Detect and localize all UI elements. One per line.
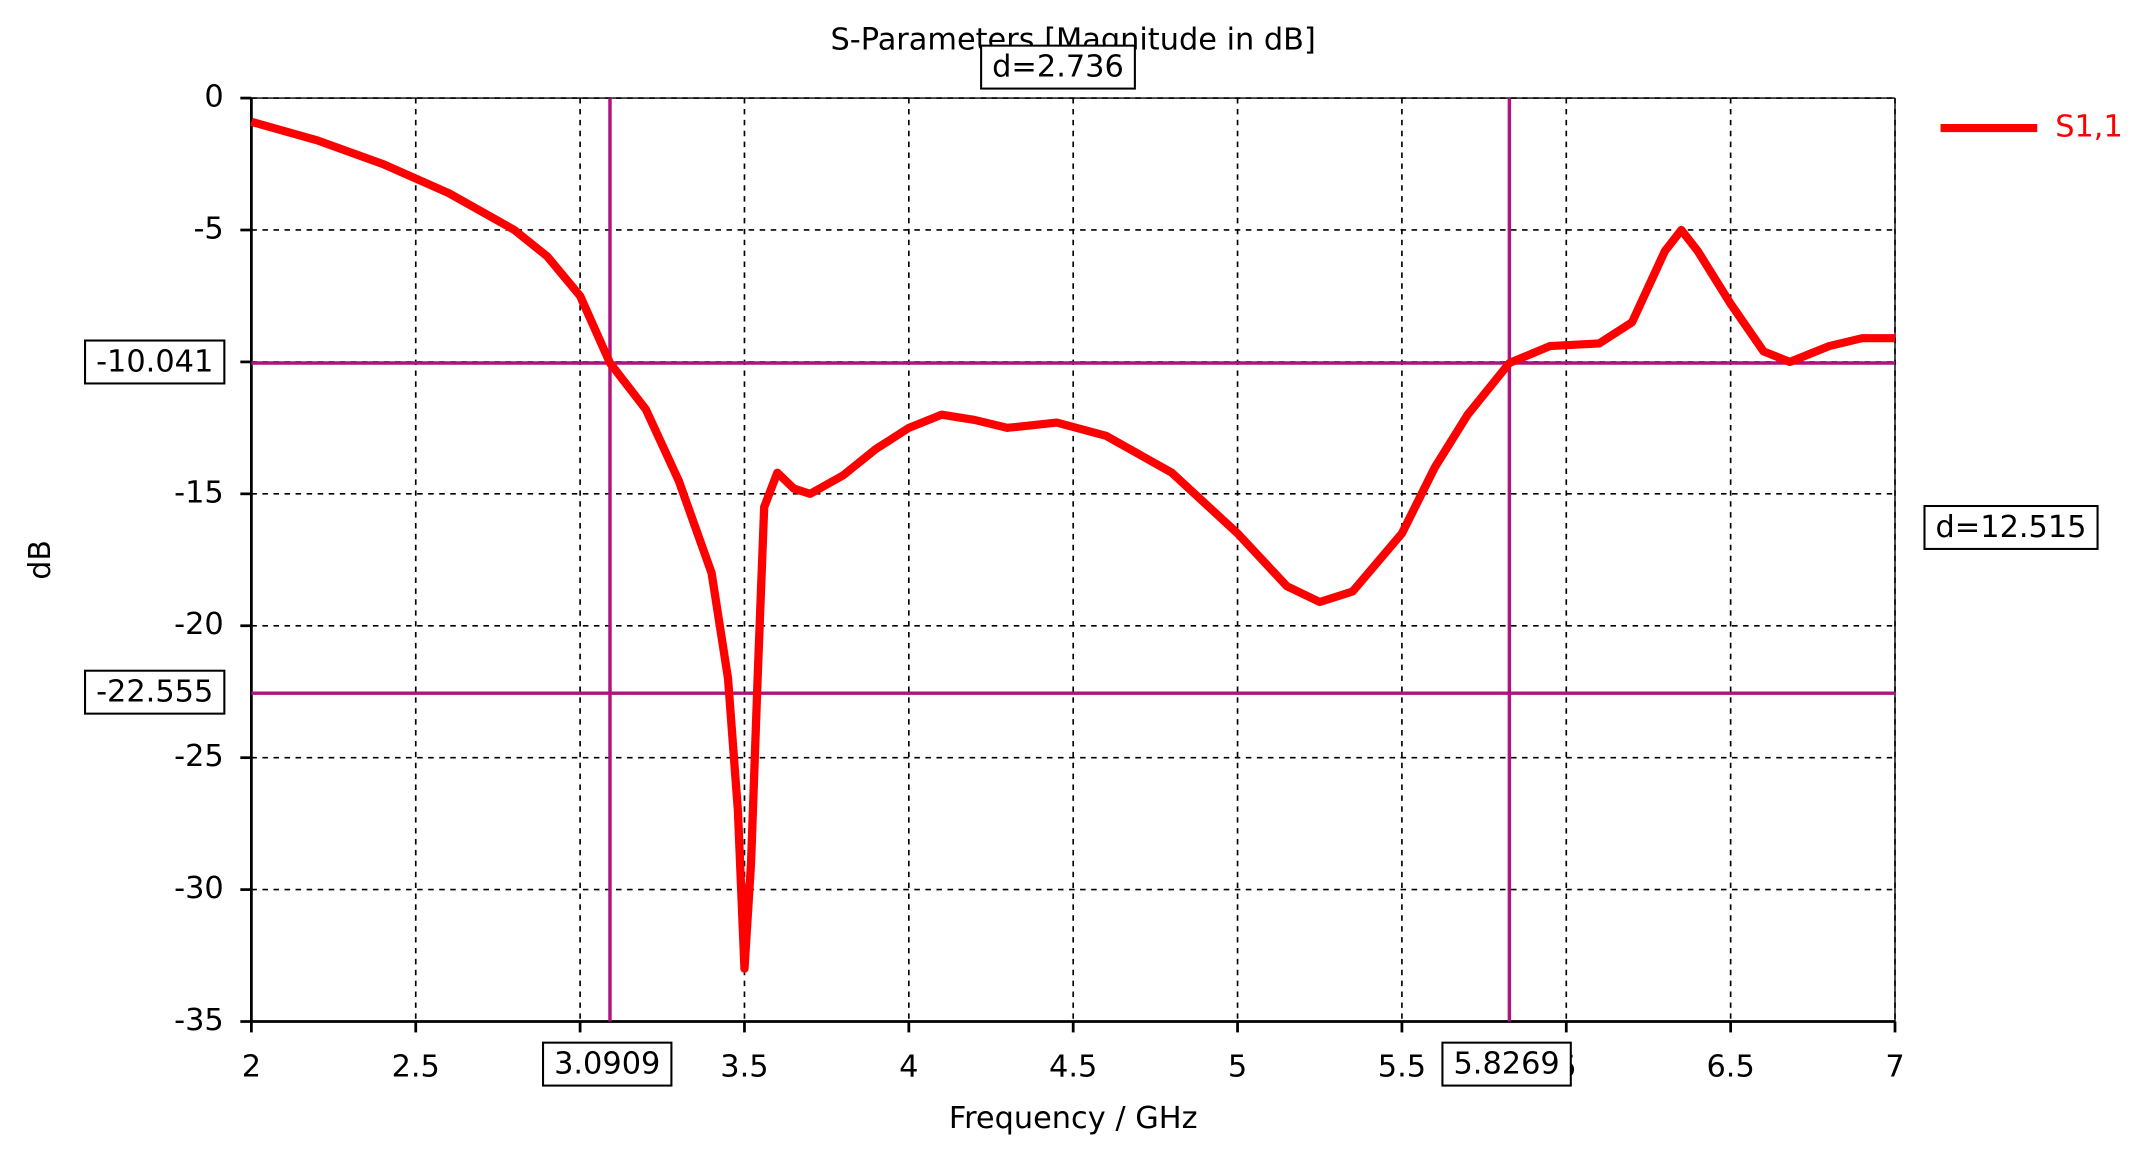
data-line [250,117,1896,973]
delta-label-box [980,44,1136,90]
x-axis-label: Frequency / GHz [949,1101,1198,1136]
y-axis-label: dB [23,540,58,580]
x-tick-label: 2.5 [392,1049,440,1084]
x-tick-label: 3.5 [720,1049,768,1084]
delta-label-box [1923,504,2099,550]
x-tick-label: 4.5 [1049,1049,1097,1084]
x-tick-label: 4 [899,1049,918,1084]
x-tick-label: 2 [242,1049,261,1084]
marker-label: 3.0909 [554,1047,660,1082]
y-tick-label: 0 [204,80,223,115]
y-tick-label: -30 [174,871,224,906]
marker-label-box [1441,1041,1572,1087]
y-tick-label: -35 [174,1003,224,1038]
marker-label: -10.041 [96,345,213,380]
marker-label-box [542,1041,673,1087]
legend-label: S1,1 [2055,110,2123,145]
marker-label-box [84,669,226,715]
y-tick-label: -25 [174,739,224,774]
y-tick-label: -15 [174,475,224,510]
marker-label-box [84,339,226,385]
x-tick-label: 6.5 [1706,1049,1754,1084]
marker-label: 5.8269 [1453,1047,1559,1082]
delta-label: d=2.736 [992,50,1124,85]
x-tick-label: 5.5 [1378,1049,1426,1084]
marker-label: -22.555 [96,675,213,710]
x-tick-label: 7 [1885,1049,1904,1084]
y-tick-label: -20 [174,607,224,642]
x-tick-label: 5 [1228,1049,1247,1084]
y-tick-label: -5 [193,212,223,247]
delta-label: d=12.515 [1936,510,2087,545]
